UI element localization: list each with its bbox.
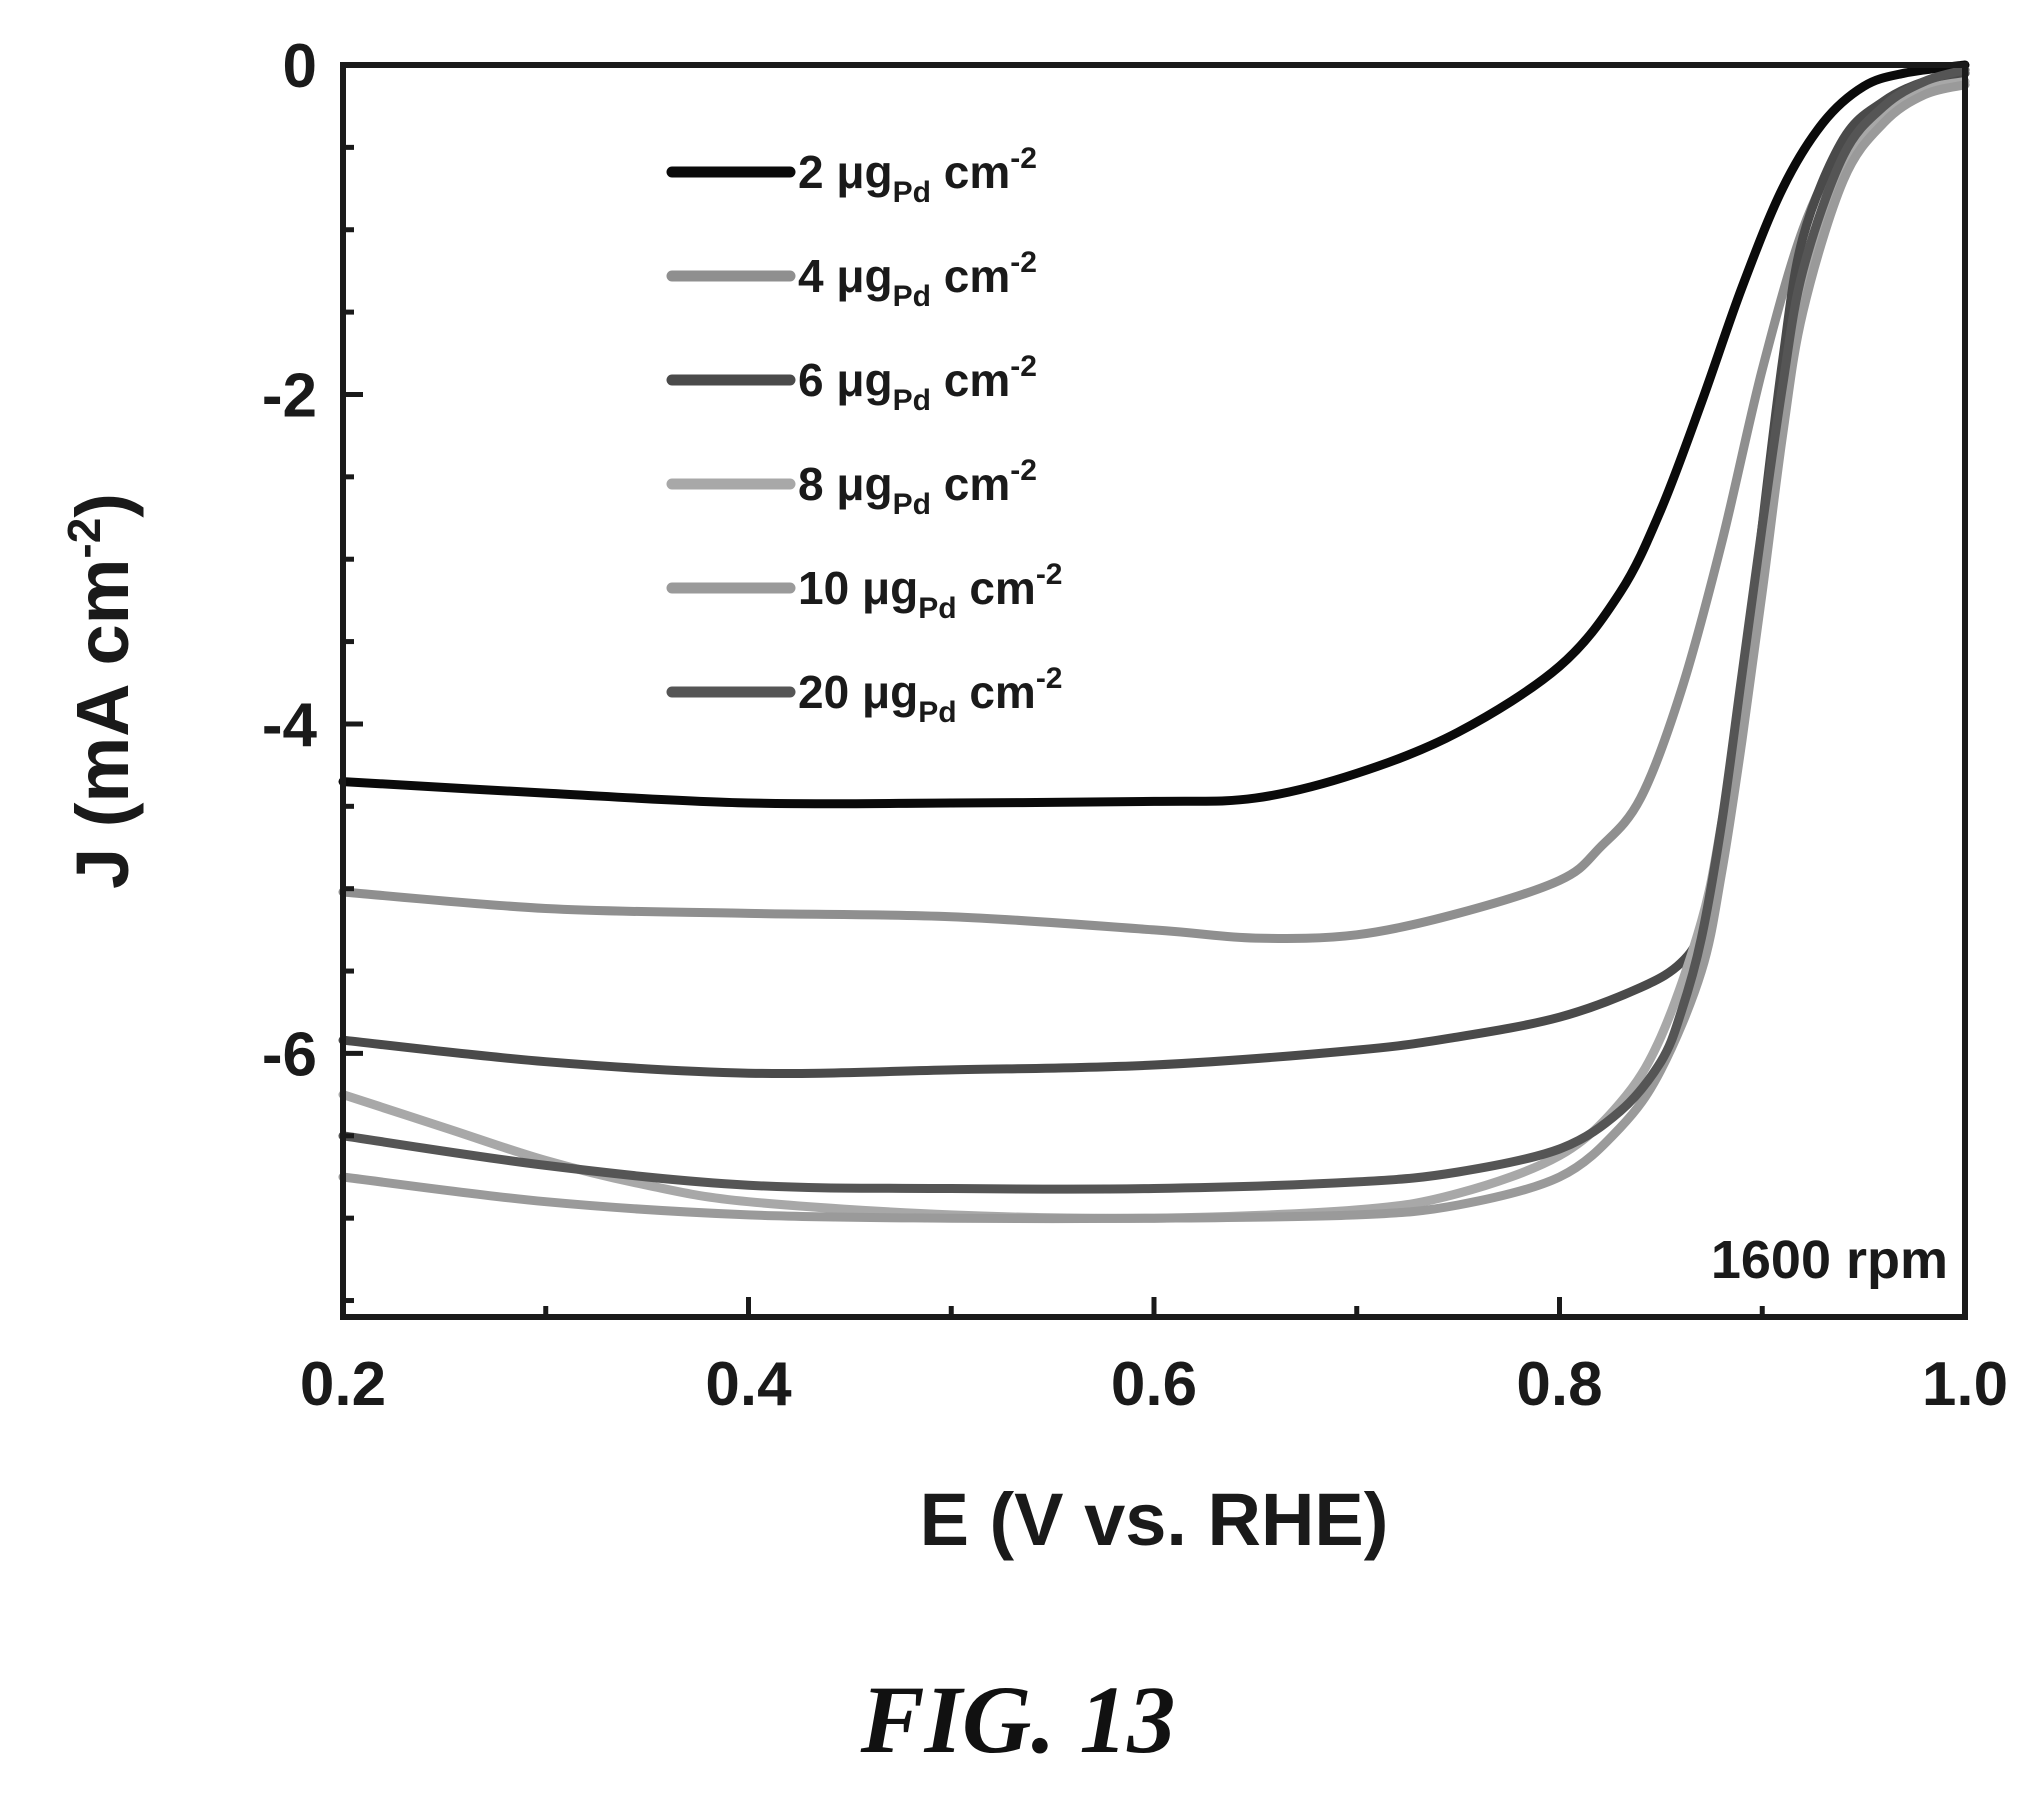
x-tick-label: 1.0 (1922, 1350, 2008, 1419)
series-line-5 (338, 80, 1970, 1224)
y-tick-label: 0 (283, 32, 317, 101)
y-axis-title-main: J (mA cm (61, 559, 144, 889)
plot-frame (340, 62, 1968, 1320)
y-axis-title-superscript: -2 (58, 518, 110, 559)
series-line-1 (338, 60, 1970, 809)
rpm-annotation: 1600 rpm (1711, 1230, 1948, 1290)
legend-label-2: 4 μgPd cm-2 (798, 246, 1037, 313)
ticks-layer (340, 62, 1968, 1317)
series-line-6 (338, 65, 1970, 1194)
y-tick-label: -4 (262, 691, 318, 760)
y-tick-label: -6 (262, 1020, 317, 1089)
series-line-3 (338, 68, 1970, 1079)
x-tick-label: 0.2 (300, 1350, 386, 1419)
x-axis-title: E (V vs. RHE) (920, 1478, 1389, 1561)
x-tick-label: 0.4 (705, 1350, 792, 1419)
legend: 2 μgPd cm-2 4 μgPd cm-2 6 μgPd cm-2 8 μgPd … (666, 142, 1063, 729)
y-tick-label: -2 (262, 361, 317, 430)
legend-label-3: 6 μgPd cm-2 (798, 350, 1037, 417)
series-line-4 (338, 77, 1970, 1223)
tick-labels-layer: 0.2 0.4 0.6 0.8 1.0 0 -2 -4 -6 (262, 32, 2008, 1419)
y-axis-title: J (mA cm-2) (58, 493, 144, 889)
x-tick-label: 0.8 (1516, 1350, 1602, 1419)
curves-layer (338, 60, 1970, 1224)
x-tick-label: 0.6 (1111, 1350, 1197, 1419)
legend-label-1: 2 μgPd cm-2 (798, 142, 1037, 209)
y-axis-title-close: ) (61, 493, 144, 518)
legend-label-5: 10 μgPd cm-2 (798, 558, 1063, 625)
legend-label-6: 20 μgPd cm-2 (798, 662, 1063, 729)
figure-caption: FIG. 13 (860, 1666, 1176, 1773)
legend-label-4: 8 μgPd cm-2 (798, 454, 1037, 521)
